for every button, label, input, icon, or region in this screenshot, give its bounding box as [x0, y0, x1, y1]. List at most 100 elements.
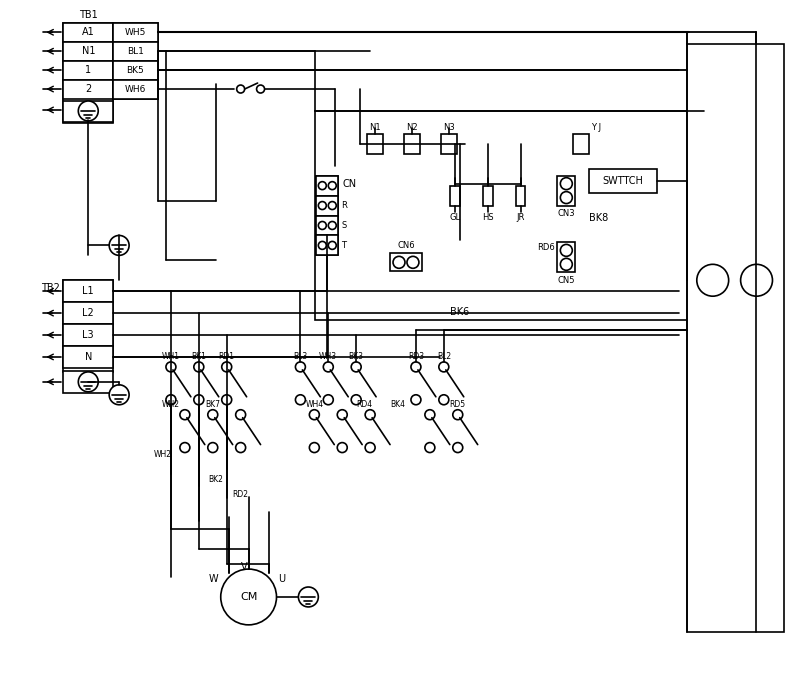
Circle shape	[295, 362, 306, 372]
Bar	[63, 61, 113, 80]
Circle shape	[407, 257, 419, 268]
Bar	[482, 186, 493, 206]
Bar	[63, 101, 113, 122]
Text: RD6: RD6	[538, 243, 555, 252]
Text: CN3: CN3	[558, 209, 575, 218]
Circle shape	[78, 372, 98, 392]
Text: SWTTCH: SWTTCH	[602, 176, 643, 186]
Circle shape	[453, 410, 462, 420]
Text: BL2: BL2	[437, 353, 451, 362]
Circle shape	[560, 259, 572, 270]
Circle shape	[365, 442, 375, 453]
Circle shape	[180, 410, 190, 420]
Circle shape	[318, 241, 326, 250]
Bar	[316, 176, 338, 196]
Text: N1: N1	[82, 46, 95, 56]
Circle shape	[439, 394, 449, 405]
Bar	[316, 235, 338, 255]
Text: JR: JR	[516, 213, 525, 222]
Circle shape	[741, 264, 773, 296]
Circle shape	[351, 394, 361, 405]
Circle shape	[560, 191, 572, 204]
Circle shape	[560, 244, 572, 257]
Circle shape	[78, 101, 98, 121]
Circle shape	[365, 410, 375, 420]
Text: L2: L2	[82, 308, 94, 318]
Text: BK8: BK8	[590, 213, 609, 222]
Bar	[574, 134, 590, 154]
Text: WH2: WH2	[162, 400, 180, 410]
Bar	[63, 281, 113, 302]
Circle shape	[411, 362, 421, 372]
Circle shape	[439, 362, 449, 372]
Bar	[63, 80, 113, 99]
Bar	[687, 44, 785, 632]
Text: GL: GL	[450, 213, 460, 222]
Circle shape	[236, 442, 246, 453]
Bar	[515, 186, 526, 206]
Circle shape	[194, 394, 204, 405]
Circle shape	[425, 442, 435, 453]
Text: CM: CM	[240, 592, 258, 602]
Text: TB1: TB1	[79, 10, 98, 21]
Text: TB2: TB2	[42, 283, 60, 293]
Bar	[315, 111, 704, 320]
Bar	[113, 23, 158, 43]
Text: L3: L3	[82, 330, 94, 340]
Bar	[63, 346, 113, 368]
Text: BL1: BL1	[126, 47, 143, 56]
Text: RD5: RD5	[450, 400, 466, 410]
Text: U: U	[278, 574, 286, 584]
Circle shape	[310, 442, 319, 453]
Text: A1: A1	[82, 27, 94, 37]
Bar	[63, 324, 113, 346]
Bar	[404, 134, 420, 154]
Text: WH6: WH6	[124, 84, 146, 93]
Text: RD1: RD1	[218, 353, 234, 362]
Circle shape	[323, 394, 334, 405]
Text: S: S	[342, 221, 346, 230]
Text: WH1: WH1	[162, 353, 180, 362]
Circle shape	[237, 85, 245, 93]
Text: L1: L1	[82, 286, 94, 296]
Circle shape	[166, 394, 176, 405]
Circle shape	[453, 442, 462, 453]
Circle shape	[318, 202, 326, 209]
Bar	[63, 281, 113, 372]
Bar	[113, 23, 158, 99]
Bar	[590, 169, 657, 193]
Text: HS: HS	[482, 213, 494, 222]
Circle shape	[338, 410, 347, 420]
Circle shape	[425, 410, 435, 420]
Bar	[558, 242, 575, 272]
Circle shape	[393, 257, 405, 268]
Text: WH3: WH3	[319, 353, 338, 362]
Text: RD4: RD4	[356, 400, 372, 410]
Circle shape	[194, 362, 204, 372]
Bar	[63, 371, 113, 393]
Circle shape	[208, 442, 218, 453]
Bar	[441, 134, 457, 154]
Bar	[63, 302, 113, 324]
Bar	[450, 186, 460, 206]
Circle shape	[338, 442, 347, 453]
Text: RD3: RD3	[408, 353, 424, 362]
Text: BK4: BK4	[390, 400, 406, 410]
Circle shape	[295, 394, 306, 405]
Bar	[367, 134, 383, 154]
Text: BK3: BK3	[349, 353, 364, 362]
Circle shape	[318, 222, 326, 229]
Circle shape	[257, 85, 265, 93]
Text: CN5: CN5	[558, 276, 575, 285]
Text: Y J: Y J	[591, 123, 602, 132]
Text: N2: N2	[406, 123, 418, 132]
Circle shape	[323, 362, 334, 372]
Circle shape	[351, 362, 361, 372]
Text: 1: 1	[86, 65, 91, 75]
Bar	[113, 61, 158, 80]
Text: WH4: WH4	[306, 400, 323, 410]
Text: CN: CN	[342, 178, 356, 189]
Circle shape	[328, 241, 336, 250]
Text: 2: 2	[85, 84, 91, 94]
Circle shape	[180, 442, 190, 453]
